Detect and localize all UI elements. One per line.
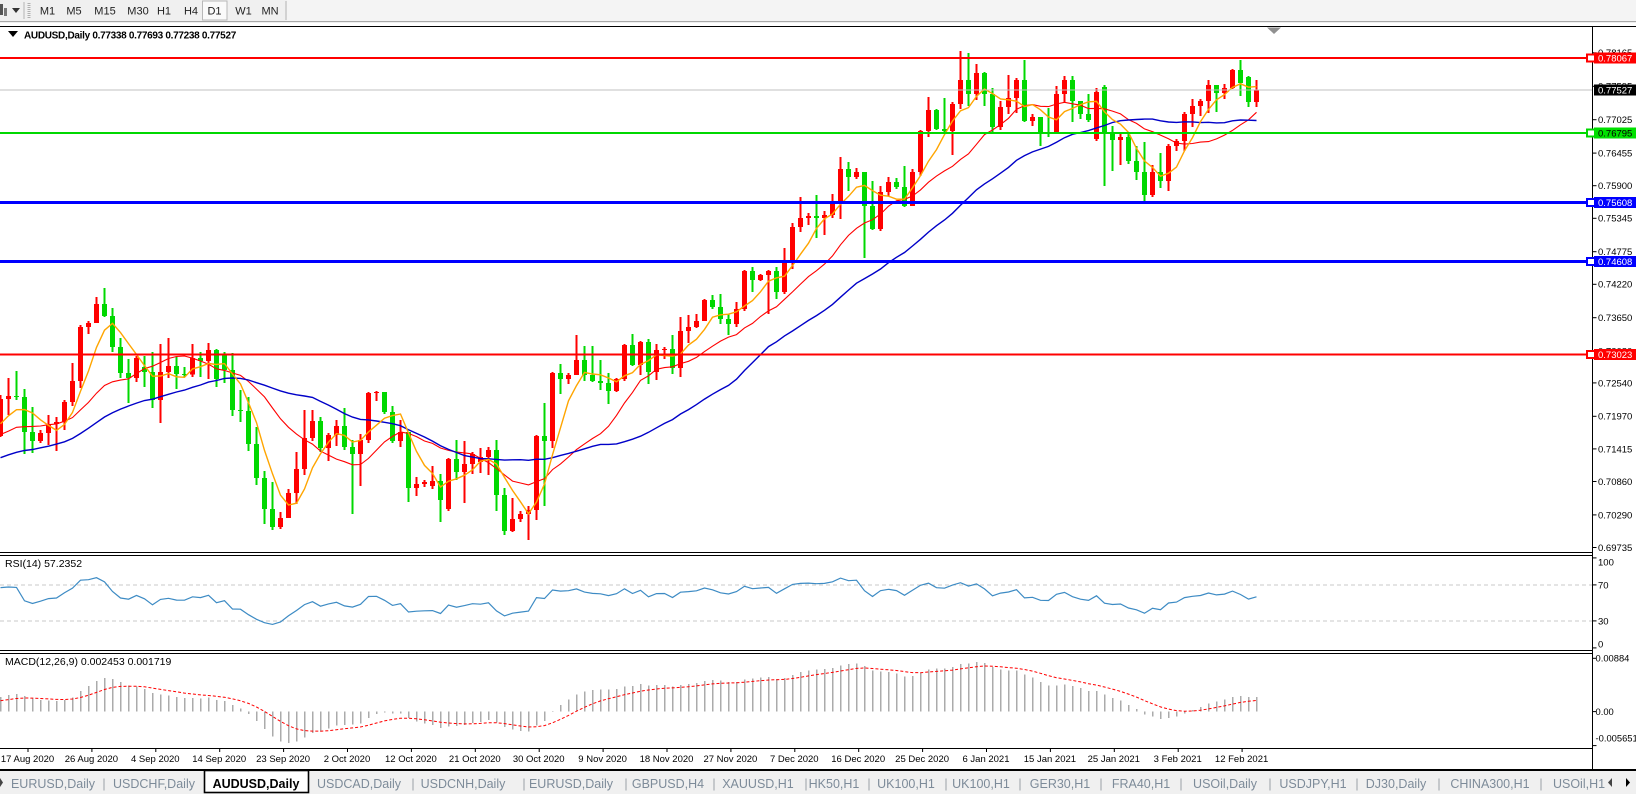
svg-text:CHINA300,H1: CHINA300,H1 [1450,777,1529,791]
svg-text:EURUSD,Daily: EURUSD,Daily [529,777,614,791]
svg-text:AUDUSD,Daily: AUDUSD,Daily [213,777,300,791]
svg-text:0.73650: 0.73650 [1598,313,1632,324]
svg-text:M1: M1 [40,6,55,18]
svg-text:0.77527: 0.77527 [1598,85,1632,96]
svg-text:|: | [712,777,715,791]
svg-text:0.75345: 0.75345 [1598,214,1632,225]
svg-text:USOil,Daily: USOil,Daily [1193,777,1258,791]
svg-text:0.78067: 0.78067 [1598,53,1632,64]
svg-text:|: | [1437,777,1440,791]
svg-text:|: | [944,777,947,791]
svg-text:|: | [1268,777,1271,791]
svg-text:USDCAD,Daily: USDCAD,Daily [317,777,402,791]
svg-text:M15: M15 [94,6,115,18]
svg-text:|: | [804,777,807,791]
svg-text:17 Aug 2020: 17 Aug 2020 [1,754,54,765]
svg-text:|: | [624,777,627,791]
svg-text:|: | [1539,777,1542,791]
svg-text:18 Nov 2020: 18 Nov 2020 [640,754,694,765]
svg-text:UK100,H1: UK100,H1 [877,777,935,791]
svg-text:0.00884: 0.00884 [1596,653,1630,664]
svg-text:AUDUSD,Daily 0.77338 0.77693: AUDUSD,Daily 0.77338 0.77693 0.77238 0.7… [24,31,237,42]
svg-text:USDCHF,Daily: USDCHF,Daily [113,777,196,791]
svg-text:|: | [1179,777,1182,791]
svg-text:0.74608: 0.74608 [1598,257,1632,268]
svg-text:14 Sep 2020: 14 Sep 2020 [192,754,246,765]
svg-text:DJ30,Daily: DJ30,Daily [1366,777,1427,791]
svg-text:21 Oct 2020: 21 Oct 2020 [449,754,501,765]
svg-text:70: 70 [1598,580,1609,591]
svg-text:0.76795: 0.76795 [1598,128,1632,139]
svg-text:16 Dec 2020: 16 Dec 2020 [831,754,885,765]
svg-text:MACD(12,26,9) 0.002453 0.00171: MACD(12,26,9) 0.002453 0.001719 [5,656,172,668]
svg-text:|: | [102,777,105,791]
svg-text:0.71970: 0.71970 [1598,412,1632,423]
svg-text:|: | [1099,777,1102,791]
svg-text:0.73023: 0.73023 [1598,350,1632,361]
svg-text:9 Nov 2020: 9 Nov 2020 [578,754,627,765]
svg-text:XAUUSD,H1: XAUUSD,H1 [722,777,794,791]
svg-text:4 Sep 2020: 4 Sep 2020 [131,754,180,765]
svg-text:GBPUSD,H4: GBPUSD,H4 [632,777,704,791]
svg-text:|: | [522,777,525,791]
svg-text:12 Oct 2020: 12 Oct 2020 [385,754,437,765]
svg-text:0.71415: 0.71415 [1598,444,1632,455]
svg-text:RSI(14) 57.2352: RSI(14) 57.2352 [5,558,82,570]
svg-text:15 Jan 2021: 15 Jan 2021 [1024,754,1076,765]
svg-text:W1: W1 [235,6,252,18]
svg-text:6 Jan 2021: 6 Jan 2021 [962,754,1009,765]
svg-text:0.00: 0.00 [1596,706,1614,717]
svg-text:0.77025: 0.77025 [1598,115,1632,126]
svg-text:25 Jan 2021: 25 Jan 2021 [1088,754,1140,765]
svg-text:USDCNH,Daily: USDCNH,Daily [421,777,506,791]
svg-text:EURUSD,Daily: EURUSD,Daily [11,777,96,791]
svg-text:30: 30 [1598,616,1609,627]
svg-text:2 Oct 2020: 2 Oct 2020 [324,754,370,765]
svg-text:100: 100 [1598,558,1614,569]
svg-text:H4: H4 [184,6,198,18]
svg-text:26 Aug 2020: 26 Aug 2020 [65,754,118,765]
svg-text:-0.005651: -0.005651 [1596,733,1636,744]
svg-text:0.70290: 0.70290 [1598,510,1632,521]
svg-text:HK50,H1: HK50,H1 [809,777,860,791]
svg-text:3 Feb 2021: 3 Feb 2021 [1154,754,1202,765]
svg-text:|: | [411,777,414,791]
svg-text:0.69735: 0.69735 [1598,543,1632,554]
svg-text:H1: H1 [157,6,171,18]
svg-text:USOil,H1: USOil,H1 [1553,777,1605,791]
svg-text:D1: D1 [207,6,221,18]
svg-text:23 Sep 2020: 23 Sep 2020 [256,754,310,765]
svg-text:0: 0 [1598,640,1603,651]
svg-text:FRA40,H1: FRA40,H1 [1112,777,1170,791]
svg-text:0.72540: 0.72540 [1598,378,1632,389]
svg-text:M5: M5 [66,6,81,18]
svg-text:0.70860: 0.70860 [1598,477,1632,488]
svg-text:|: | [1355,777,1358,791]
svg-text:0.75608: 0.75608 [1598,198,1632,209]
svg-text:0.76455: 0.76455 [1598,149,1632,160]
svg-text:30 Oct 2020: 30 Oct 2020 [513,754,565,765]
svg-text:UK100,H1: UK100,H1 [952,777,1010,791]
svg-text:GER30,H1: GER30,H1 [1030,777,1090,791]
svg-text:MN: MN [261,6,278,18]
svg-text:M30: M30 [127,6,148,18]
svg-text:12 Feb 2021: 12 Feb 2021 [1215,754,1268,765]
svg-text:27 Nov 2020: 27 Nov 2020 [703,754,757,765]
svg-text:0.75900: 0.75900 [1598,181,1632,192]
svg-text:|: | [867,777,870,791]
svg-text:USDJPY,H1: USDJPY,H1 [1279,777,1346,791]
svg-text:|: | [1018,777,1021,791]
svg-text:25 Dec 2020: 25 Dec 2020 [895,754,949,765]
svg-text:0.74220: 0.74220 [1598,280,1632,291]
svg-text:7 Dec 2020: 7 Dec 2020 [770,754,819,765]
